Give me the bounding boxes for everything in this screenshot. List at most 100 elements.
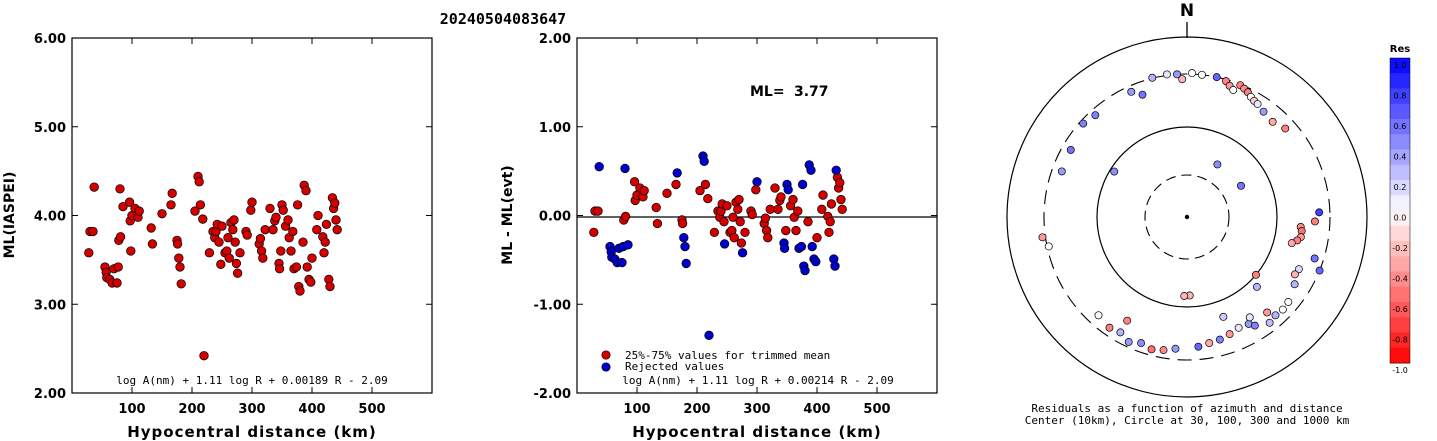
station-point — [1173, 70, 1181, 79]
station-point — [1180, 292, 1189, 300]
colorbar-tick-label: -0.2 — [1392, 244, 1408, 253]
data-point — [331, 215, 341, 225]
station-point — [1315, 208, 1324, 217]
ml-annotation-value: 3.77 — [794, 84, 829, 100]
station-point — [1205, 339, 1214, 348]
x-tick-label: 200 — [683, 402, 710, 417]
data-point — [773, 204, 783, 214]
chart2-formula: log A(nm) + 1.11 log R + 0.00214 R - 2.0… — [622, 374, 894, 387]
data-point — [232, 268, 243, 278]
data-point — [301, 185, 311, 196]
station-point — [1294, 265, 1303, 274]
station-point — [1038, 233, 1047, 242]
data-point — [709, 227, 720, 238]
data-point — [800, 265, 810, 276]
data-point — [760, 213, 771, 223]
colorbar-cell — [1390, 286, 1410, 303]
station-point — [1044, 242, 1053, 251]
y-tick-label: 4.00 — [34, 210, 66, 225]
data-point — [89, 182, 99, 192]
page-title: 20240504083647 — [440, 10, 566, 28]
north-label: N — [1180, 1, 1194, 21]
station-point — [1178, 75, 1187, 84]
data-point — [229, 215, 239, 225]
data-point — [776, 192, 786, 202]
station-point — [1311, 217, 1319, 226]
data-point — [677, 218, 688, 229]
data-point — [176, 279, 186, 289]
data-point — [791, 225, 801, 236]
y-tick-label: 0.00 — [539, 210, 571, 225]
ring-300km — [1043, 73, 1331, 361]
chart1-y-axis: 2.00 3.00 4.00 5.00 6.00 — [34, 32, 432, 402]
data-point — [288, 226, 298, 237]
station-point — [1315, 266, 1324, 275]
colorbar-tick-label: -0.4 — [1392, 275, 1408, 284]
data-point — [283, 215, 293, 225]
colorbar-tick-label: 1.0 — [1394, 61, 1407, 70]
y-tick-label: 2.00 — [539, 32, 571, 47]
station-point — [1278, 305, 1287, 314]
station-point — [1284, 298, 1293, 306]
data-point — [700, 179, 711, 190]
data-point — [728, 212, 738, 222]
data-point — [231, 258, 242, 269]
data-point — [651, 202, 661, 213]
station-point — [1287, 239, 1296, 248]
y-tick-label: 2.00 — [34, 387, 66, 402]
x-tick-label: 300 — [238, 402, 265, 417]
data-point — [124, 197, 135, 207]
station-point — [1124, 338, 1133, 346]
data-point — [118, 201, 128, 212]
data-point — [113, 262, 123, 272]
colorbar-cell — [1390, 302, 1410, 318]
data-point — [797, 179, 808, 190]
data-point — [271, 212, 281, 222]
data-point — [246, 205, 256, 215]
data-point — [704, 330, 714, 340]
center-dot — [1184, 214, 1190, 220]
ring-1000km — [1006, 36, 1368, 398]
data-point — [313, 210, 323, 221]
colorbar-labels: 1.0 0.8 0.6 0.4 0.2 0.0 -0.2 -0.4 -0.6 -0.8 -1.0 — [1392, 61, 1408, 375]
colorbar-tick-label: 0.2 — [1394, 183, 1407, 192]
station-point — [1197, 70, 1206, 79]
chart2-y-label: ML - ML(evt) — [500, 165, 516, 264]
data-point — [733, 204, 743, 214]
colorbar-cell — [1390, 195, 1410, 211]
data-point — [172, 239, 183, 249]
data-point — [623, 240, 633, 250]
data-point — [278, 205, 288, 215]
chart2-points — [589, 151, 847, 340]
station-point — [1281, 124, 1290, 133]
data-point — [167, 188, 177, 198]
data-point — [837, 204, 847, 214]
data-point — [806, 165, 816, 175]
station-point — [1290, 280, 1299, 289]
legend-marker-trimmed — [601, 350, 611, 360]
data-point — [302, 262, 312, 272]
data-point — [783, 185, 793, 195]
colorbar-tick-label: -0.6 — [1392, 305, 1408, 314]
data-point — [740, 227, 750, 238]
data-point — [824, 227, 834, 238]
colorbar-tick-label: 0.8 — [1394, 92, 1407, 101]
y-tick-label: -2.00 — [534, 387, 571, 402]
data-point — [703, 193, 713, 204]
polar-points — [1038, 69, 1324, 355]
data-point — [204, 248, 215, 258]
colorbar-cell — [1390, 58, 1410, 74]
station-point — [1268, 117, 1277, 126]
colorbar-cell — [1390, 73, 1410, 89]
data-point — [589, 227, 599, 238]
station-point — [1147, 345, 1156, 354]
chart1-frame — [71, 37, 433, 394]
station-point — [1213, 160, 1222, 169]
data-point — [835, 178, 845, 188]
data-point — [617, 257, 627, 268]
data-point — [735, 217, 745, 227]
legend-marker-rejected — [601, 362, 611, 372]
data-point — [230, 237, 240, 247]
station-point — [1159, 346, 1168, 355]
colorbar-cell — [1390, 164, 1410, 181]
